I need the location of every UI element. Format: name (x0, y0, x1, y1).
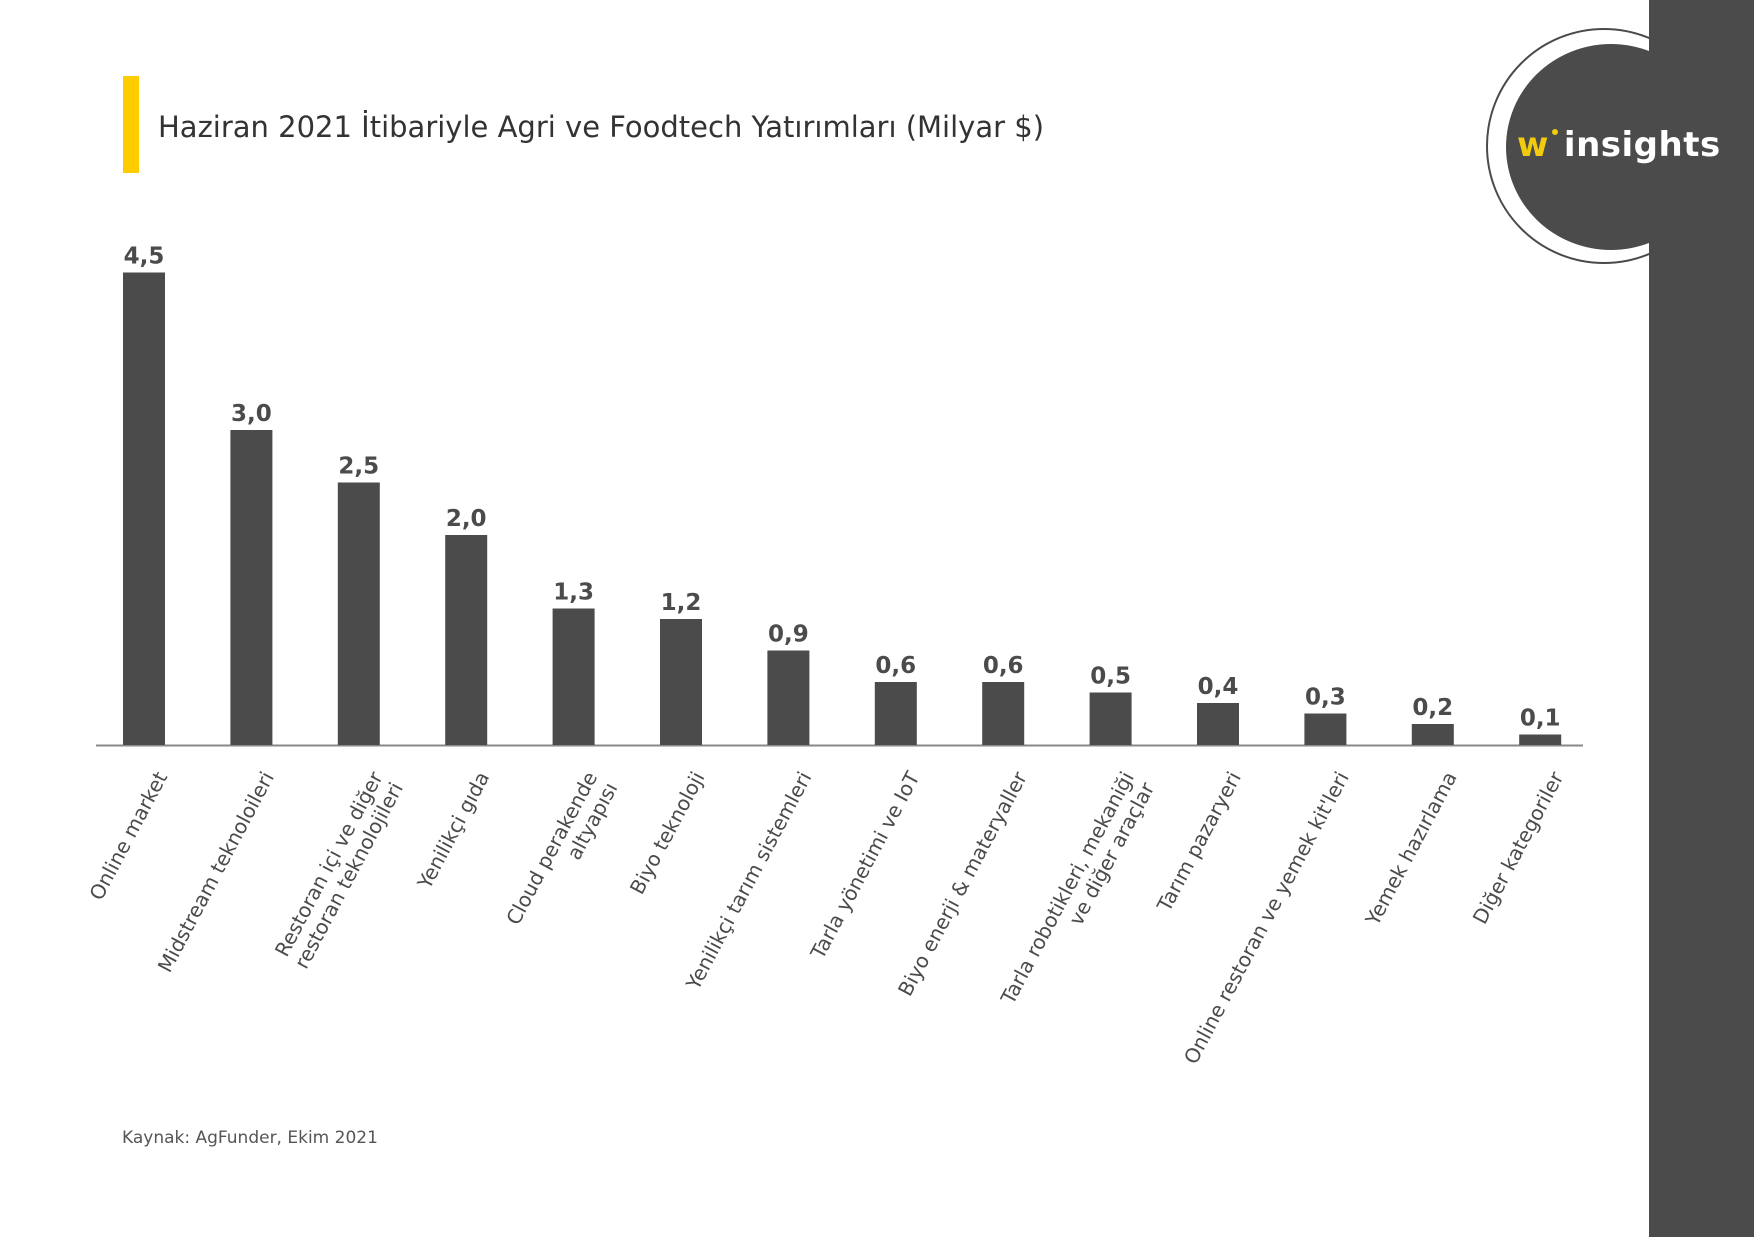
bar (1304, 713, 1347, 745)
winsights-logo: w insights (1517, 125, 1721, 165)
bar (230, 430, 273, 745)
bar (767, 650, 810, 745)
data-label: 0,6 (875, 653, 916, 679)
bar (445, 535, 488, 745)
bar (337, 482, 380, 745)
logo-ring (1486, 28, 1722, 264)
data-label: 1,3 (553, 580, 594, 606)
logo-prefix: w (1517, 125, 1549, 165)
bar (1519, 734, 1562, 745)
bar (123, 272, 165, 745)
data-label: 0,4 (1198, 674, 1239, 700)
data-label: 0,3 (1305, 685, 1346, 711)
bar (552, 608, 595, 745)
bar (660, 619, 702, 745)
bar (874, 682, 917, 745)
data-label: 4,5 (124, 244, 165, 270)
bar (1089, 692, 1132, 745)
logo-text: insights (1563, 125, 1721, 165)
bar (1411, 724, 1454, 745)
data-label: 2,5 (338, 454, 379, 480)
data-label: 0,5 (1090, 664, 1131, 690)
bar (982, 682, 1025, 745)
data-label: 1,2 (661, 590, 702, 616)
logo-dot (1551, 129, 1558, 135)
source-note: Kaynak: AgFunder, Ekim 2021 (122, 1128, 378, 1148)
data-label: 3,0 (231, 401, 272, 427)
chart-title: Haziran 2021 İtibariyle Agri ve Foodtech… (158, 110, 1045, 144)
logo-disc (1506, 44, 1716, 250)
data-label: 0,9 (768, 622, 809, 648)
title-accent-bar (123, 76, 139, 173)
data-label: 0,6 (983, 653, 1024, 679)
bar (1197, 703, 1239, 745)
data-label: 2,0 (446, 506, 487, 532)
data-label: 0,2 (1412, 695, 1453, 721)
data-label: 0,1 (1520, 706, 1561, 732)
